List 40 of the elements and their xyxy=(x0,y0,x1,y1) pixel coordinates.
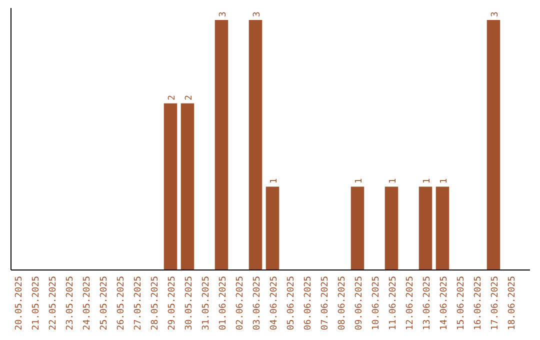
x-tick-label: 13.06.2025 xyxy=(422,276,432,330)
data-label: 1 xyxy=(388,178,398,184)
data-label: 1 xyxy=(270,178,280,184)
data-label: 1 xyxy=(440,178,450,184)
x-tick-label: 07.06.2025 xyxy=(320,276,330,330)
x-tick-label: 08.06.2025 xyxy=(338,276,348,330)
x-tick-label: 15.06.2025 xyxy=(456,276,466,330)
x-tick-label: 28.05.2025 xyxy=(150,276,160,330)
x-tick-label: 20.05.2025 xyxy=(14,276,24,330)
x-tick-label: 02.06.2025 xyxy=(236,276,246,330)
x-tick-label: 26.05.2025 xyxy=(116,276,126,330)
x-tick-label: 31.05.2025 xyxy=(202,276,212,330)
x-tick-label: 17.06.2025 xyxy=(490,276,500,330)
x-tick-label: 25.05.2025 xyxy=(100,276,110,330)
x-tick-label: 01.06.2025 xyxy=(218,276,228,330)
x-tick-label: 04.06.2025 xyxy=(270,276,280,330)
data-label: 3 xyxy=(218,12,228,17)
x-tick-label: 24.05.2025 xyxy=(82,276,92,330)
x-tick-label: 11.06.2025 xyxy=(388,276,398,330)
x-tick-label: 23.05.2025 xyxy=(66,276,76,330)
x-tick-label: 14.06.2025 xyxy=(440,276,450,330)
x-tick-label: 29.05.2025 xyxy=(168,276,178,330)
data-label: 3 xyxy=(490,12,500,17)
x-tick-label: 12.06.2025 xyxy=(406,276,416,330)
x-tick-label: 30.05.2025 xyxy=(184,276,194,330)
x-tick-label: 18.06.2025 xyxy=(508,276,518,330)
x-tick-label: 10.06.2025 xyxy=(372,276,382,330)
x-tick-label: 03.06.2025 xyxy=(252,276,262,330)
x-tick-label: 05.06.2025 xyxy=(286,276,296,330)
x-tick-label: 27.05.2025 xyxy=(134,276,144,330)
x-tick-label: 16.06.2025 xyxy=(474,276,484,330)
data-label: 3 xyxy=(252,12,262,17)
data-label: 1 xyxy=(354,178,364,184)
x-tick-label: 06.06.2025 xyxy=(304,276,314,330)
data-label: 2 xyxy=(168,94,178,100)
x-tick-label: 21.05.2025 xyxy=(32,276,42,330)
x-tick-label: 22.05.2025 xyxy=(48,276,58,330)
x-tick-label: 09.06.2025 xyxy=(354,276,364,330)
data-label: 2 xyxy=(184,94,194,100)
data-label: 1 xyxy=(422,178,432,184)
